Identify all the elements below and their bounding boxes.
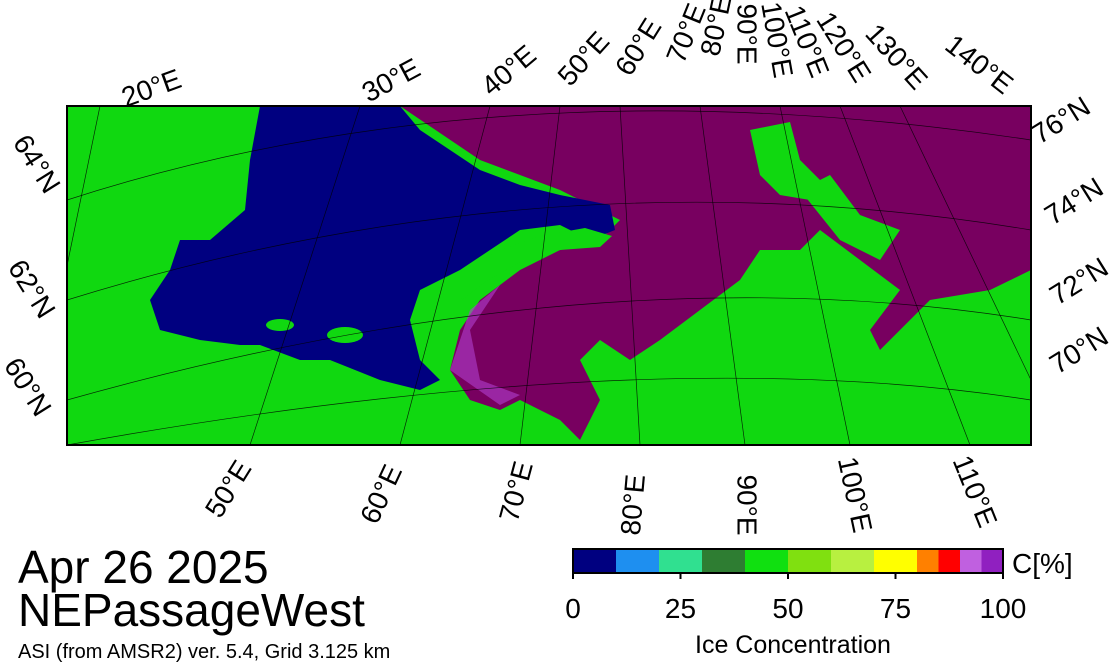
graticule-label: 60°E [609, 13, 668, 81]
graticule-label: 130°E [859, 18, 933, 96]
graticule-label: 50°E [199, 455, 258, 523]
map-frame [66, 105, 1032, 446]
graticule-label: 40°E [475, 39, 542, 102]
graticule [67, 110, 1031, 445]
colorbar-step [616, 549, 659, 573]
colorbar-step [981, 549, 1003, 573]
graticule-label: 100°E [832, 454, 878, 535]
graticule-label: 140°E [940, 29, 1019, 101]
colorbar-label: Ice Concentration [695, 631, 891, 659]
graticule-label: 30°E [357, 52, 425, 108]
graticule-label: 70°E [493, 458, 539, 525]
barents-sea [150, 106, 615, 390]
graticule-label: 70°N [1044, 320, 1113, 379]
colorbar-unit: C[%] [1012, 548, 1073, 579]
colorbar-tick-label: 75 [880, 593, 911, 624]
colorbar-step [831, 549, 874, 573]
colorbar-step [702, 549, 745, 573]
colorbar-step [960, 549, 982, 573]
graticule-label: 60°E [354, 460, 408, 528]
map-area [67, 106, 1031, 445]
colorbar-step [874, 549, 917, 573]
date: Apr 26 2025 [18, 541, 269, 593]
graticule-label: 80°E [615, 473, 651, 537]
region: NEPassageWest [18, 584, 365, 636]
graticule-label: 90°E [732, 474, 763, 535]
graticule-label: 64°N [7, 129, 66, 198]
colorbar-tick-label: 100 [980, 593, 1027, 624]
colorbar-step [659, 549, 702, 573]
source: ASI (from AMSR2) ver. 5.4, Grid 3.125 km [18, 641, 390, 663]
ice-edge [450, 285, 520, 405]
graticule-label: 76°N [1026, 90, 1095, 149]
kara-sea-ice [400, 106, 1031, 440]
island [266, 319, 294, 331]
graticule-label: 60°N [0, 352, 58, 421]
colorbar-tick-label: 25 [665, 593, 696, 624]
severnaya-zemlya [750, 122, 820, 200]
graticule-label: 90°E [732, 3, 763, 64]
graticule [67, 106, 1031, 445]
island [327, 327, 363, 343]
colorbar-step [938, 549, 960, 573]
taymyr [800, 175, 900, 260]
graticule-label: 50°E [551, 26, 615, 92]
graticule-label: 62°N [2, 254, 61, 323]
colorbar-tick-label: 0 [565, 593, 581, 624]
graticule-label: 74°N [1039, 171, 1108, 230]
novaya-zemlya [455, 228, 612, 300]
colorbar-step [917, 549, 939, 573]
colorbar-step [573, 549, 616, 573]
colorbar-step [745, 549, 788, 573]
colorbar-tick-label: 50 [772, 593, 803, 624]
graticule-label: 72°N [1044, 251, 1113, 310]
colorbar-step [788, 549, 831, 573]
graticule-label: 110°E [947, 451, 1004, 532]
